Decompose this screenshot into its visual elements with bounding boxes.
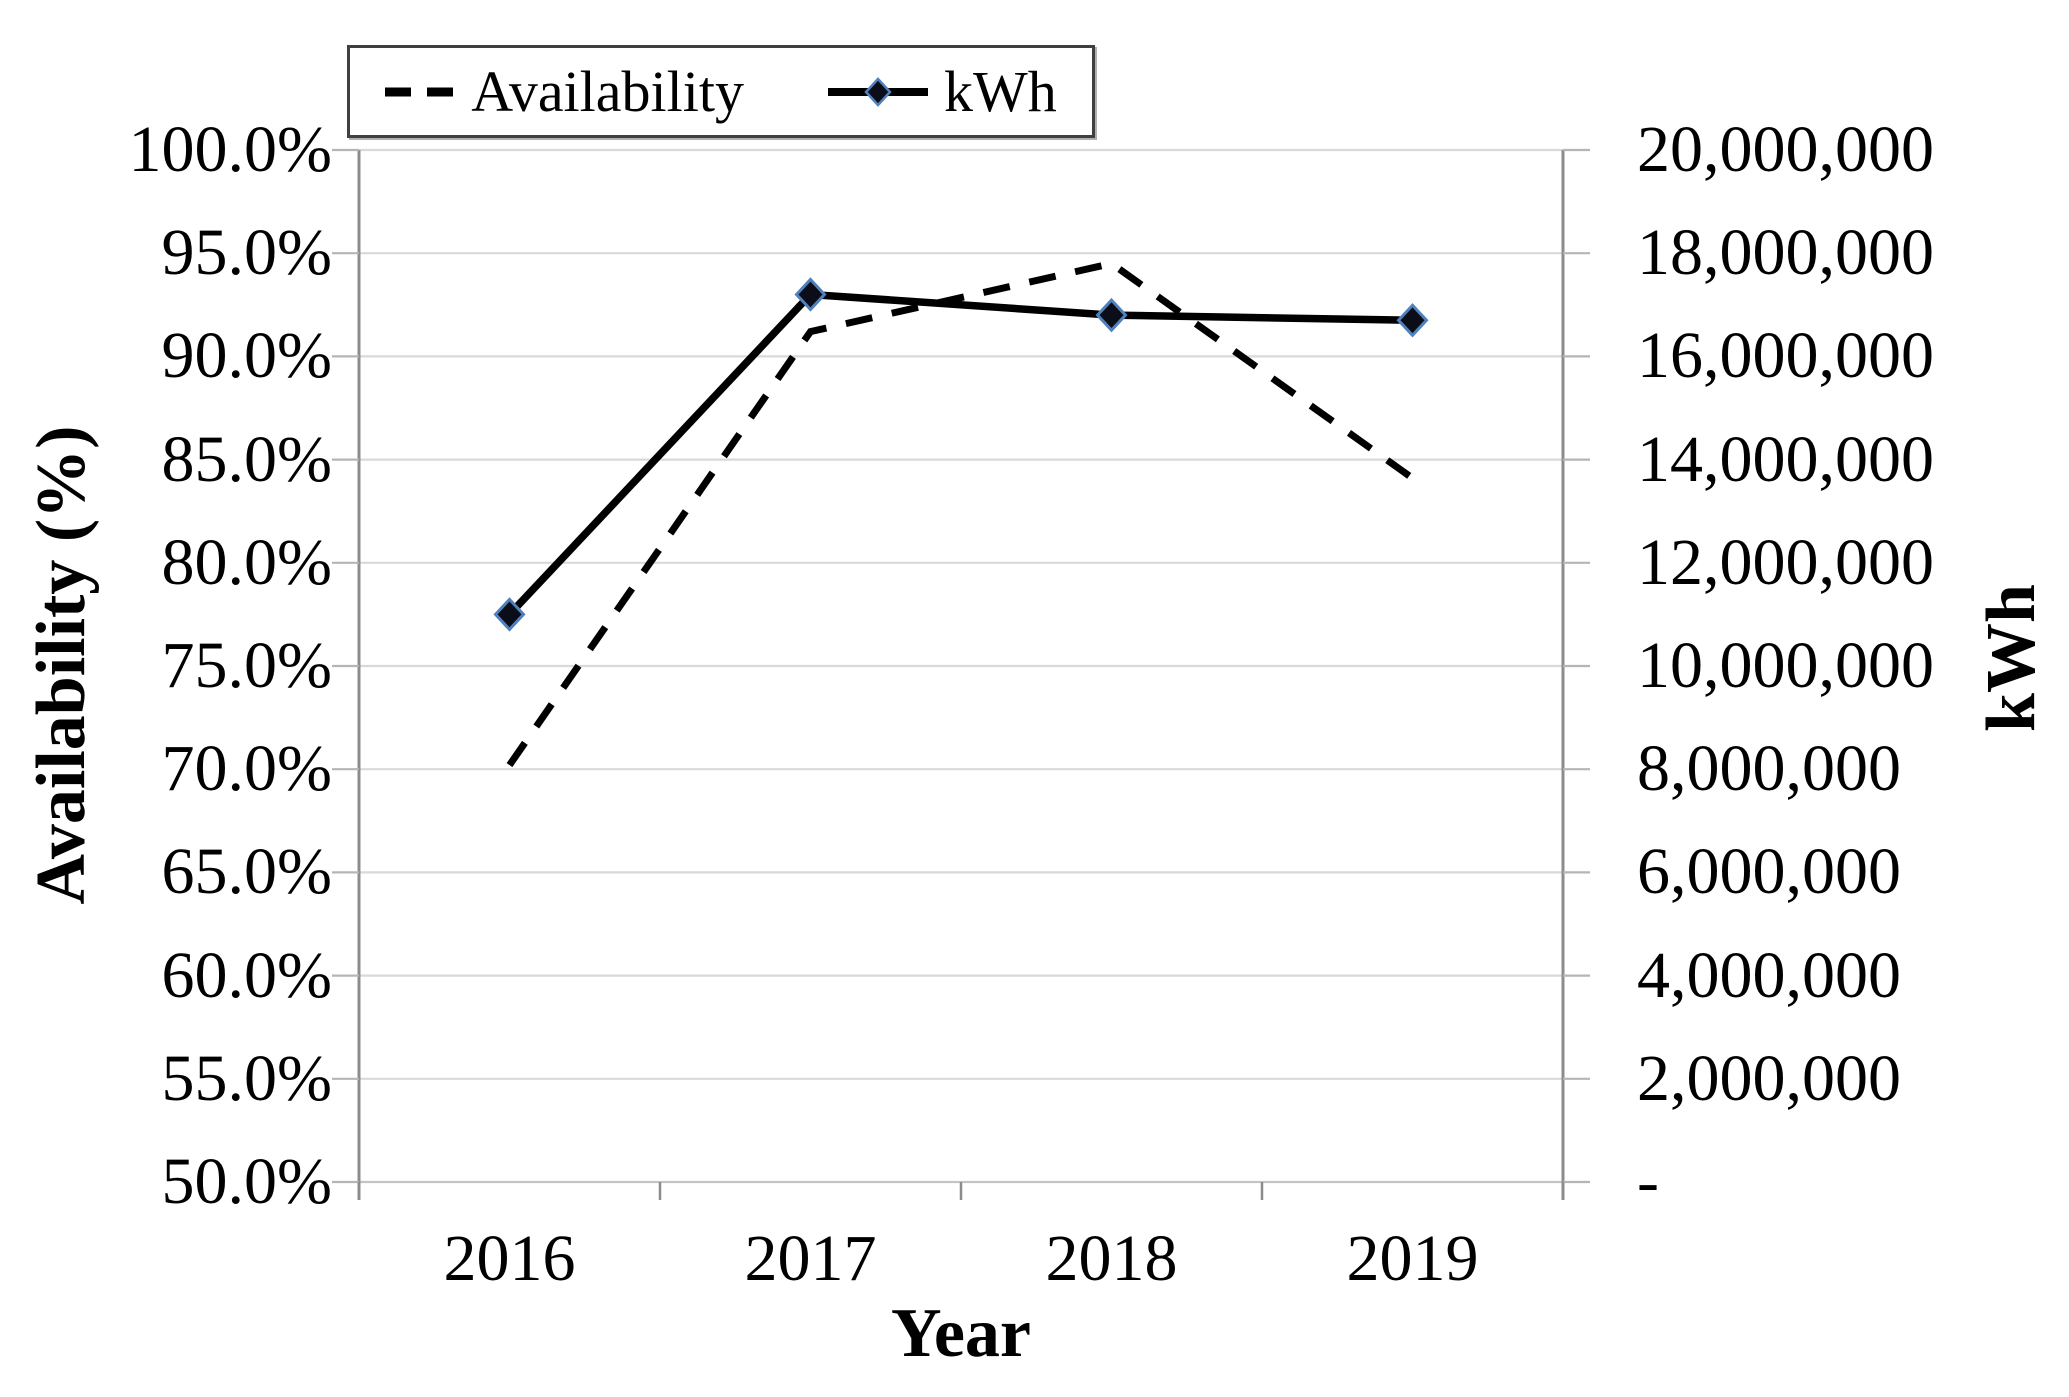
y-right-tick-label: 6,000,000 [1637, 835, 1901, 909]
y-right-tick-label: 10,000,000 [1637, 629, 1934, 702]
y-left-tick-label: 100.0% [128, 113, 332, 186]
x-tick-label: 2019 [1346, 1222, 1479, 1295]
y-right-tick-label: - [1637, 1145, 1659, 1218]
y-left-tick-label: 65.0% [161, 835, 332, 909]
y-right-tick-label: 18,000,000 [1637, 216, 1934, 290]
y-left-tick-label: 95.0% [161, 216, 332, 290]
y-axis-right-title: kWh [1973, 584, 2050, 732]
y-left-tick-label: 85.0% [161, 422, 332, 496]
y-right-tick-label: 12,000,000 [1637, 525, 1934, 599]
y-right-tick-label: 4,000,000 [1637, 938, 1901, 1012]
y-left-tick-label: 80.0% [161, 525, 332, 599]
kwh-marker [1095, 297, 1128, 333]
y-right-tick-label: 16,000,000 [1637, 319, 1934, 393]
y-left-tick-label: 60.0% [161, 938, 332, 1012]
x-tick-label: 2018 [1045, 1222, 1178, 1295]
legend-label-kwh: kWh [944, 58, 1057, 124]
y-left-tick-label: 70.0% [161, 732, 332, 806]
y-right-tick-label: 14,000,000 [1637, 422, 1934, 496]
y-left-tick-label: 90.0% [161, 319, 332, 393]
x-tick-label: 2016 [443, 1222, 576, 1295]
kwh-line [506, 290, 1413, 617]
availability-line [506, 259, 1415, 768]
legend: Availability kWh [347, 45, 1095, 138]
legend-label-availability: Availability [471, 58, 744, 124]
kwh-marker [1396, 303, 1429, 338]
y-left-tick-label: 50.0% [161, 1145, 332, 1218]
kwh-marker [493, 597, 526, 632]
kwh-solid-line-swatch [828, 76, 928, 107]
y-right-tick-label: 8,000,000 [1637, 732, 1901, 806]
y-axis-left-title: Availability (%) [23, 425, 100, 905]
y-right-tick-label: 20,000,000 [1637, 113, 1934, 186]
y-right-tick-label: 2,000,000 [1637, 1041, 1901, 1115]
y-left-tick-label: 55.0% [161, 1041, 332, 1115]
y-left-tick-label: 75.0% [161, 629, 332, 702]
kwh-marker [794, 277, 827, 312]
x-tick-label: 2017 [744, 1222, 877, 1295]
x-axis-title: Year [891, 1295, 1031, 1372]
availability-dashed-line-swatch [385, 87, 456, 96]
